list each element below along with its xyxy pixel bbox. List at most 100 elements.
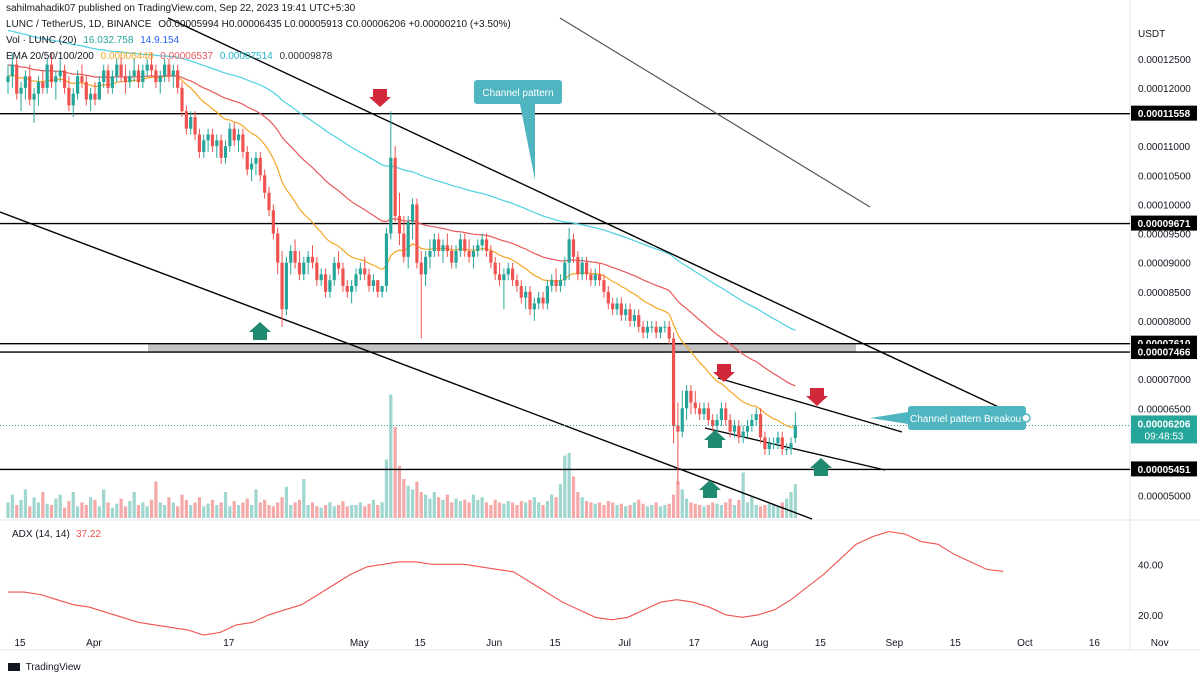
candle-body — [223, 146, 228, 158]
volume-bar — [654, 502, 658, 518]
volume-bar — [97, 506, 101, 518]
candle-body — [750, 419, 754, 426]
candle-body — [215, 140, 219, 147]
volume-bar — [624, 506, 628, 518]
candle-body — [189, 117, 193, 129]
price-tick-label: 0.00008000 — [1138, 317, 1191, 328]
candle-body — [724, 408, 728, 420]
candle-body — [193, 117, 197, 135]
volume-bar — [567, 453, 571, 518]
candle-body — [776, 437, 780, 444]
volume-bar — [437, 497, 441, 518]
candle-body — [741, 431, 745, 438]
candle-body — [480, 239, 484, 246]
tradingview-brand[interactable]: TradingView — [8, 662, 81, 673]
callout-label: Channel pattern — [482, 88, 553, 99]
candle-body — [219, 140, 223, 158]
candle-body — [693, 402, 697, 409]
candle-body — [297, 262, 302, 275]
candle-body — [32, 93, 36, 100]
volume-bar — [489, 505, 493, 518]
candle-body — [119, 64, 123, 77]
candle-body — [532, 303, 536, 310]
volume-label[interactable]: Vol · LUNC (20) — [6, 35, 77, 46]
time-tick-label: Jul — [618, 638, 631, 649]
symbol-label[interactable]: LUNC / TetherUS, 1D, BINANCE — [6, 19, 152, 30]
candle-body — [602, 280, 606, 292]
volume-bar — [80, 502, 84, 518]
candle-body — [393, 157, 397, 217]
volume-bar — [445, 494, 449, 518]
candle-body — [458, 239, 462, 252]
candle-body — [424, 256, 428, 275]
sell-arrow-icon — [369, 89, 391, 107]
volume-bar — [332, 506, 336, 518]
volume-bar — [584, 501, 589, 518]
candle-body — [589, 274, 593, 281]
candle-body — [154, 70, 158, 83]
price-tick-label: 0.00012000 — [1138, 84, 1191, 95]
volume-bar — [271, 506, 275, 518]
candle-body — [615, 303, 619, 310]
time-tick-label: Sep — [885, 638, 903, 649]
volume-bar — [241, 502, 245, 518]
volume-bar — [467, 502, 471, 518]
volume-bar — [719, 505, 723, 518]
candle-body — [6, 76, 10, 83]
volume-bar — [663, 505, 667, 518]
channel-upper-line — [167, 17, 1023, 419]
candle-body — [545, 285, 549, 304]
volume-bar — [793, 484, 797, 518]
volume-bar — [558, 484, 563, 518]
candle-body — [389, 157, 393, 234]
volume-bar — [706, 505, 710, 518]
volume-bar — [250, 505, 254, 518]
volume-bar — [28, 506, 32, 518]
volume-bar — [284, 486, 288, 518]
candle-body — [632, 315, 636, 321]
volume-bar — [384, 459, 389, 518]
volume-bar — [167, 497, 171, 518]
volume-bar — [645, 506, 650, 518]
time-tick-label: Jun — [486, 638, 502, 649]
currency-label: USDT — [1138, 29, 1165, 40]
candle-body — [676, 425, 680, 432]
candle-body — [202, 140, 206, 152]
callout-pointer — [870, 412, 908, 424]
volume-bar — [415, 481, 419, 518]
volume-bar — [776, 506, 780, 518]
candle-body — [728, 419, 732, 432]
candle-body — [580, 262, 584, 275]
candle-body — [232, 128, 236, 141]
candle-body — [471, 251, 476, 257]
candle-body — [419, 262, 423, 275]
volume-bar — [702, 506, 706, 518]
candle-body — [563, 262, 567, 281]
candle-body — [41, 82, 45, 88]
candle-body — [593, 274, 597, 281]
candle-body — [367, 274, 371, 286]
candle-body — [758, 414, 763, 438]
volume-bar — [376, 505, 380, 518]
volume-bar — [593, 503, 597, 518]
volume-bar — [354, 505, 358, 518]
candle-body — [210, 134, 215, 147]
volume-bar — [554, 497, 558, 518]
time-tick-label: 15 — [950, 638, 962, 649]
volume-bar — [541, 505, 545, 518]
candle-body — [310, 256, 315, 263]
candle-body — [123, 76, 128, 83]
ema-label[interactable]: EMA 20/50/100/200 — [6, 51, 94, 62]
volume-bar — [680, 489, 684, 518]
candle-body — [793, 425, 797, 439]
candle-body — [476, 245, 480, 252]
volume-bar — [62, 507, 67, 518]
volume-bar — [745, 502, 750, 518]
time-tick-label: 16 — [1089, 638, 1101, 649]
volume-bar — [210, 499, 215, 518]
volume-bar — [519, 501, 523, 518]
volume-bar — [484, 502, 489, 518]
volume-bar — [163, 505, 167, 518]
volume-bar — [276, 502, 280, 518]
